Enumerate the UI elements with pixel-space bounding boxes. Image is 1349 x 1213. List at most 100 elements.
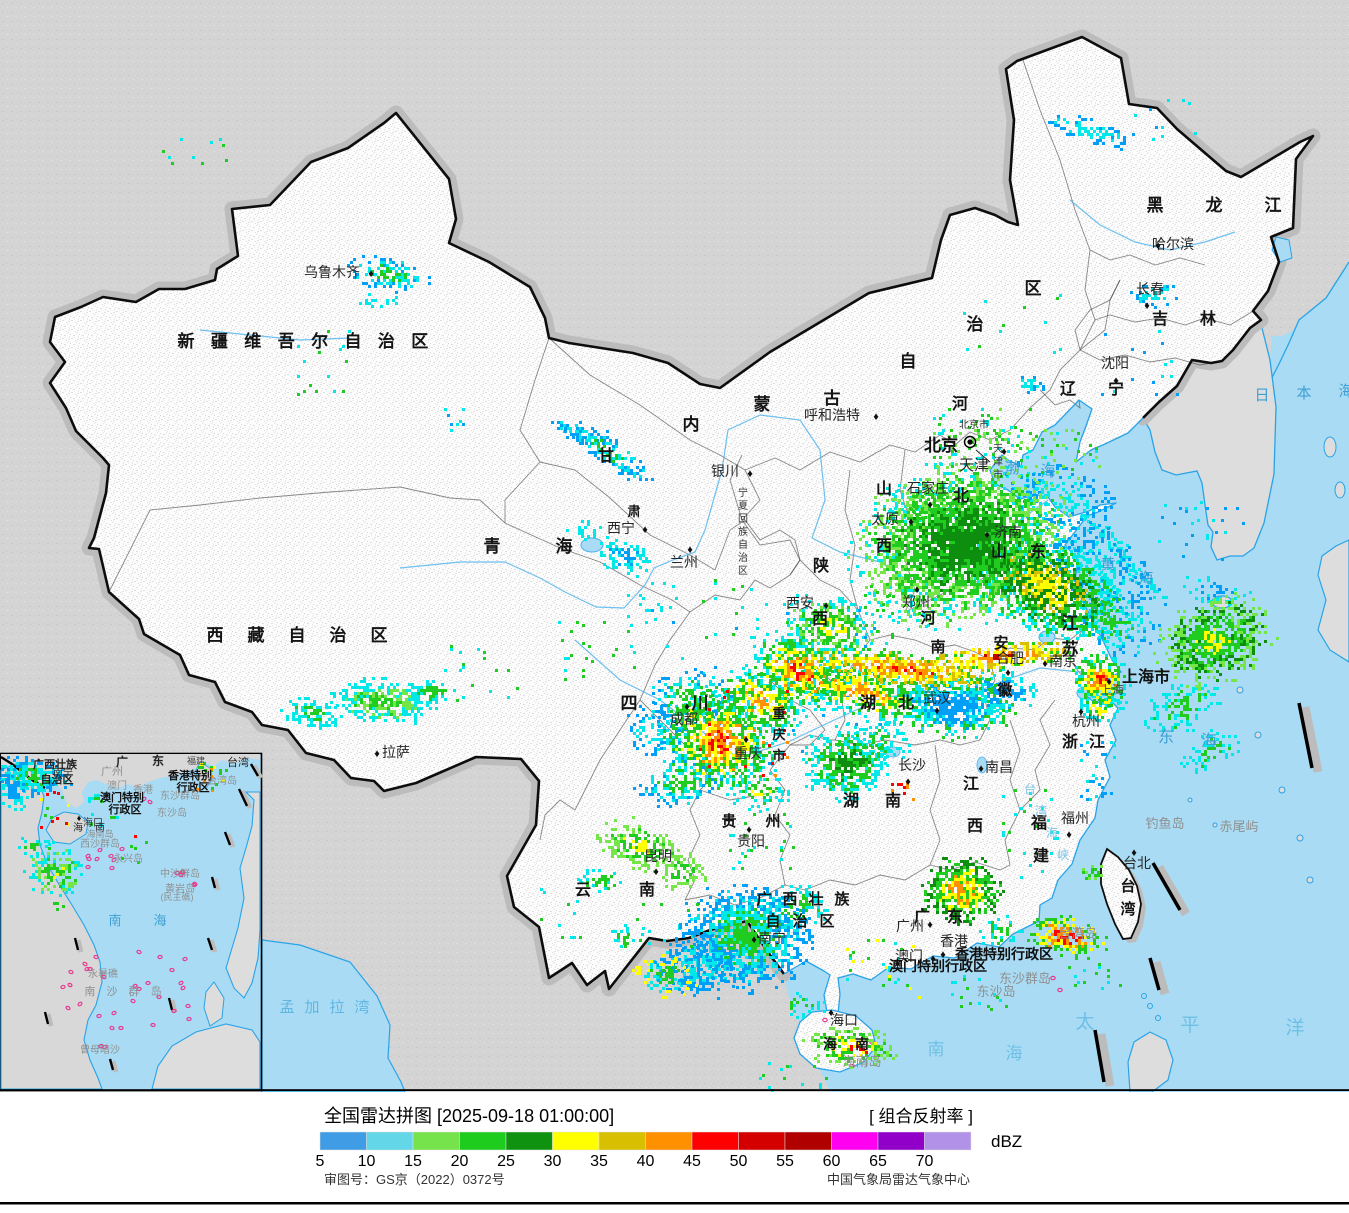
svg-text:东: 东	[152, 753, 164, 768]
svg-text:石家庄: 石家庄	[907, 480, 949, 496]
svg-text:5: 5	[316, 1153, 325, 1170]
svg-text:55: 55	[776, 1153, 794, 1170]
svg-text:太原: 太原	[871, 511, 899, 527]
svg-text:湖: 湖	[860, 694, 876, 712]
svg-text:尔: 尔	[311, 331, 328, 351]
svg-text:♦: ♦	[1001, 446, 1007, 458]
svg-text:审图号：GS京（2022）0372号: 审图号：GS京（2022）0372号	[324, 1172, 505, 1187]
svg-text:♦: ♦	[747, 468, 753, 480]
svg-text:本: 本	[1296, 385, 1311, 402]
svg-text:中沙群岛: 中沙群岛	[160, 867, 200, 880]
svg-text:广西壮族: 广西壮族	[33, 757, 78, 771]
svg-text:昆明: 昆明	[644, 848, 672, 864]
svg-text:东沙群岛: 东沙群岛	[999, 971, 1051, 986]
svg-text:西: 西	[782, 891, 797, 908]
svg-text:河: 河	[952, 394, 968, 413]
svg-text:族: 族	[738, 525, 748, 538]
svg-text:♦: ♦	[823, 600, 829, 612]
svg-text:自: 自	[900, 351, 917, 371]
svg-text:♦: ♦	[908, 516, 914, 528]
svg-text:区: 区	[1025, 279, 1042, 298]
svg-text:西: 西	[967, 817, 983, 835]
svg-text:海口: 海口	[83, 816, 103, 829]
svg-text:湖: 湖	[843, 792, 859, 810]
svg-text:[ 组合反射率 ]: [ 组合反射率 ]	[869, 1107, 973, 1126]
svg-text:♦: ♦	[684, 701, 690, 713]
svg-text:辽: 辽	[1060, 380, 1077, 398]
svg-text:维: 维	[244, 331, 261, 351]
svg-text:拉萨: 拉萨	[382, 744, 410, 760]
svg-text:云: 云	[575, 882, 591, 899]
svg-text:♦: ♦	[1155, 240, 1161, 252]
svg-text:西宁: 西宁	[607, 520, 635, 536]
svg-text:50: 50	[730, 1153, 748, 1170]
svg-text:西: 西	[812, 610, 828, 628]
svg-text:苏: 苏	[1062, 639, 1079, 659]
svg-text:区: 区	[738, 565, 748, 577]
svg-text:♦: ♦	[1066, 829, 1072, 841]
svg-text:疆: 疆	[211, 332, 228, 351]
svg-text:台湾岛: 台湾岛	[1058, 926, 1097, 941]
svg-text:平: 平	[1180, 1015, 1199, 1036]
svg-text:山: 山	[876, 480, 892, 498]
svg-text:黄岩岛: 黄岩岛	[165, 882, 195, 895]
svg-text:东沙岛: 东沙岛	[976, 984, 1015, 999]
svg-text:香港特别: 香港特别	[167, 768, 212, 782]
svg-text:自治区: 自治区	[41, 772, 74, 786]
svg-text:黑: 黑	[1147, 196, 1164, 215]
svg-text:♦: ♦	[1131, 847, 1137, 859]
svg-text:区: 区	[411, 332, 428, 351]
svg-text:台北: 台北	[1123, 855, 1151, 871]
svg-text:天津: 天津	[959, 457, 989, 474]
svg-text:香港: 香港	[940, 933, 968, 949]
svg-text:新: 新	[178, 331, 195, 351]
svg-text:曾母暗沙: 曾母暗沙	[80, 1043, 120, 1056]
svg-text:治: 治	[792, 912, 807, 930]
svg-text:浙: 浙	[1062, 732, 1078, 751]
svg-text:湾: 湾	[1035, 803, 1047, 818]
svg-text:♦: ♦	[687, 544, 693, 556]
svg-text:藏: 藏	[248, 626, 265, 645]
svg-text:夏: 夏	[738, 500, 748, 512]
svg-text:乌鲁木齐: 乌鲁木齐	[304, 264, 360, 280]
svg-text:♦: ♦	[374, 748, 380, 760]
svg-text:海: 海	[556, 536, 573, 556]
svg-text:♦: ♦	[940, 949, 946, 961]
svg-text:北京: 北京	[924, 435, 958, 455]
svg-text:湾: 湾	[1120, 900, 1135, 918]
svg-text:南宁: 南宁	[758, 930, 786, 946]
svg-text:♦: ♦	[77, 813, 82, 823]
svg-text:贵阳: 贵阳	[737, 833, 765, 849]
svg-text:拉: 拉	[329, 999, 344, 1016]
svg-text:台湾岛: 台湾岛	[207, 774, 237, 787]
svg-text:香港: 香港	[133, 784, 153, 796]
svg-text:♦: ♦	[984, 529, 990, 541]
svg-text:吉: 吉	[1152, 309, 1168, 328]
svg-text:哈尔滨: 哈尔滨	[1152, 236, 1194, 252]
svg-text:♦: ♦	[978, 763, 984, 775]
svg-text:西: 西	[207, 626, 224, 645]
svg-text:♦: ♦	[930, 953, 936, 965]
svg-text:湾: 湾	[354, 999, 369, 1016]
svg-text:♦: ♦	[743, 734, 749, 746]
svg-text:加: 加	[304, 999, 319, 1016]
svg-text:区: 区	[819, 913, 834, 930]
svg-text:渤: 渤	[1004, 460, 1019, 477]
svg-text:40: 40	[637, 1153, 655, 1170]
svg-text:峡: 峡	[1057, 848, 1069, 862]
svg-text:60: 60	[823, 1153, 841, 1170]
svg-text:南: 南	[639, 880, 655, 899]
svg-text:♦: ♦	[934, 705, 940, 717]
svg-text:杭州: 杭州	[1072, 713, 1100, 729]
svg-text:徽: 徽	[996, 681, 1013, 699]
svg-text:永暑礁: 永暑礁	[88, 967, 118, 980]
svg-text:上海: 上海	[1100, 682, 1124, 697]
svg-text:澳门特别行政区: 澳门特别行政区	[889, 958, 987, 974]
svg-text:30: 30	[544, 1153, 562, 1170]
svg-text:南: 南	[108, 913, 121, 928]
svg-text:长沙: 长沙	[898, 757, 926, 773]
svg-text:♦: ♦	[1113, 375, 1119, 387]
svg-text:治: 治	[967, 314, 984, 334]
svg-text:海: 海	[153, 913, 166, 928]
svg-text:东: 东	[1030, 542, 1046, 561]
